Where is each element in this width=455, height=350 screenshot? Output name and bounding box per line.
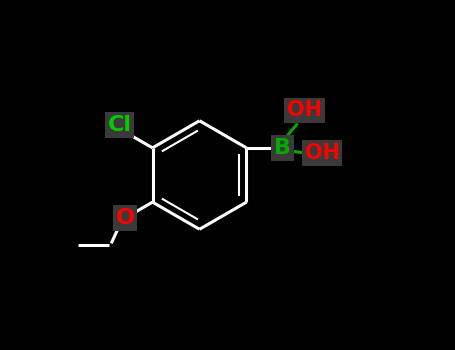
Text: B: B xyxy=(274,138,291,158)
Text: OH: OH xyxy=(287,100,322,120)
Text: OH: OH xyxy=(304,143,339,163)
Text: Cl: Cl xyxy=(107,115,131,135)
Text: O: O xyxy=(116,208,135,228)
